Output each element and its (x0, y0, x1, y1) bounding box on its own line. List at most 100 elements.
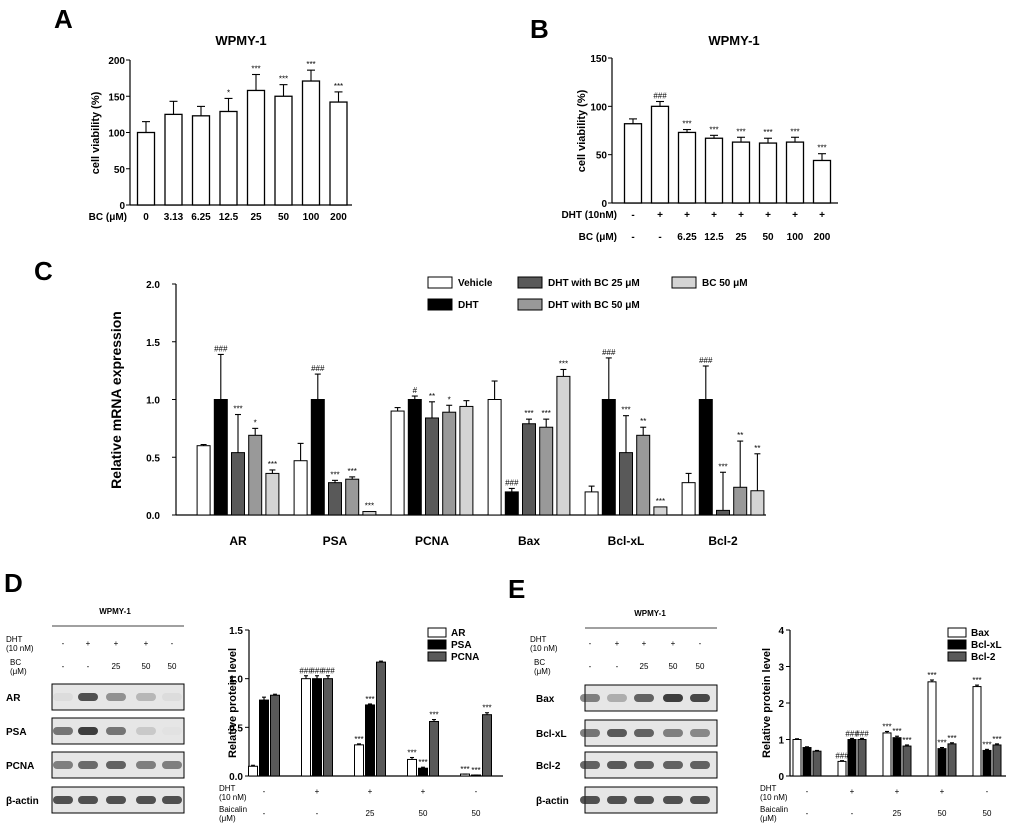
chart-c-bar-PSA-1 (310, 399, 325, 516)
blot-d-band-2-0 (53, 761, 73, 769)
chart-d-bar-0-1 (259, 699, 269, 777)
blot-e-band-1-0 (580, 729, 600, 737)
blot-d-dht-value: + (114, 639, 119, 648)
blot-d-bc-value: - (87, 662, 90, 671)
chart-d-significance: ### (299, 667, 313, 676)
chart-b-dht-value: + (765, 210, 771, 221)
blot-d-band-1-0 (53, 727, 73, 735)
blot-e-bc-label: BC (534, 658, 545, 667)
chart-c-category-label: Bcl-2 (708, 534, 738, 548)
chart-e-bar-0-0 (792, 739, 802, 777)
blot-d-bc-value: 25 (112, 662, 121, 671)
chart-c-bar-Bax-3 (539, 426, 554, 516)
chart-a-title: WPMY-1 (215, 33, 266, 48)
chart-e-bar-4-2 (992, 744, 1002, 777)
chart-b-bar-3 (704, 137, 724, 204)
chart-c-bar-AR-4 (265, 472, 280, 516)
chart-e-bar-2-0 (882, 732, 892, 777)
chart-e-dht-value: + (895, 787, 900, 796)
chart-c-significance: *** (365, 502, 374, 511)
chart-c-bar-AR-1 (213, 399, 228, 516)
chart-e-legend-label: Bcl-xL (971, 640, 1002, 651)
chart-a-y-tick-label: 150 (108, 92, 125, 103)
chart-b-title: WPMY-1 (708, 33, 759, 48)
chart-d-y-tick-label: 0.5 (229, 723, 243, 734)
chart-e-bar-2-1 (892, 737, 902, 777)
chart-e-row-label-dht: DHT (760, 784, 777, 793)
chart-c-bar-Bax-4 (556, 375, 571, 516)
chart-c-significance: # (413, 386, 418, 395)
chart-c-legend-label: DHT with BC 50 μM (548, 300, 640, 311)
chart-b-bar-4 (731, 141, 751, 204)
chart-c-significance: ### (602, 348, 616, 357)
chart-b-bc-value: 200 (814, 232, 831, 243)
blot-e-bc-value: 50 (696, 662, 705, 671)
chart-c-category-label: AR (229, 534, 247, 548)
chart-d-bar-2-0 (354, 744, 364, 777)
chart-a-y-tick-label: 0 (119, 201, 125, 212)
chart-a-significance: *** (279, 75, 288, 84)
chart-c-category-label: Bax (518, 534, 540, 548)
chart-e-legend-swatch-2 (947, 651, 967, 662)
chart-a-bar-12.5 (219, 110, 238, 206)
blot-e-band-1-1 (607, 729, 627, 737)
blot-d-band-0-2 (106, 693, 126, 701)
blot-e-dht-unit: (10 nM) (530, 644, 558, 653)
chart-e-bc-value: 25 (893, 809, 902, 818)
chart-e-legend-swatch-1 (947, 639, 967, 650)
chart-b-bc-value: 50 (762, 232, 774, 243)
chart-e-bar-3-0 (927, 681, 937, 777)
blot-e-band-0-1 (607, 694, 627, 702)
chart-c-bar-PCNA-0 (390, 410, 405, 516)
chart-b-dht-value: + (738, 210, 744, 221)
chart-b-y-tick-label: 50 (596, 151, 608, 162)
blot-e-band-0-4 (690, 694, 710, 702)
blot-d-band-3-4 (162, 796, 182, 804)
blot-d-bc-value: 50 (142, 662, 151, 671)
chart-c-significance: ### (311, 364, 325, 373)
blot-d-band-3-1 (78, 796, 98, 804)
blot-d-band-1-2 (106, 727, 126, 735)
chart-d-significance: *** (418, 758, 427, 767)
chart-b-bar-5 (758, 142, 778, 204)
chart-c-bar-Bcl-2-4 (750, 490, 765, 516)
chart-d-legend-label: PCNA (451, 652, 479, 663)
chart-b-bc-value: 6.25 (677, 232, 697, 243)
chart-a-ylabel: cell viability (%) (90, 91, 102, 174)
blot-e-band-label: Bax (536, 694, 555, 705)
chart-e-significance: *** (892, 727, 901, 736)
blot-d: WPMY-1 DHT(10 nM) BC(μM) - - + - +25 +50 - 50 AR PSA… (6, 607, 185, 814)
chart-e-significance: *** (927, 671, 936, 680)
chart-a-x-tick-label: 200 (330, 212, 347, 223)
chart-a-bar-6.25 (191, 115, 211, 206)
blot-e-bc-value: 25 (640, 662, 649, 671)
blot-d-band-label: β-actin (6, 796, 39, 807)
chart-c-bar-Bcl-xL-1 (601, 399, 616, 516)
chart-e-bc-value: - (806, 809, 809, 818)
blot-e-dht-value: + (615, 639, 620, 648)
blot-e-band-2-1 (607, 761, 627, 769)
chart-d-dht-value: - (263, 787, 266, 796)
chart-c-bar-PSA-2 (328, 482, 342, 516)
chart-c-significance: *** (621, 406, 630, 415)
blot-d-band-1-4 (162, 727, 182, 735)
chart-e-significance: *** (982, 740, 991, 749)
chart-c-bar-Bcl-2-2 (716, 509, 730, 516)
chart-e-bar-2-2 (902, 745, 912, 777)
chart-c-significance: *** (330, 470, 339, 479)
chart-e-significance: ### (855, 729, 869, 738)
blot-e-band-2-4 (690, 761, 710, 769)
chart-e-dht-value: - (986, 787, 989, 796)
chart-c-legend-swatch-1 (427, 298, 453, 311)
chart-d-significance: *** (482, 704, 491, 713)
panel-label-d: D (4, 568, 23, 598)
chart-c-legend-swatch-4 (671, 276, 697, 289)
blot-e-dht-value: - (699, 639, 702, 648)
chart-e-bar-3-1 (937, 748, 947, 777)
blot-e-dht-label: DHT (530, 635, 547, 644)
blot-d-band-2-4 (162, 761, 182, 769)
chart-c-significance: *** (718, 462, 727, 471)
blot-e-band-2-3 (663, 761, 683, 769)
chart-a-x-tick-label: 25 (250, 212, 262, 223)
chart-e-bar-1-0 (837, 760, 847, 777)
